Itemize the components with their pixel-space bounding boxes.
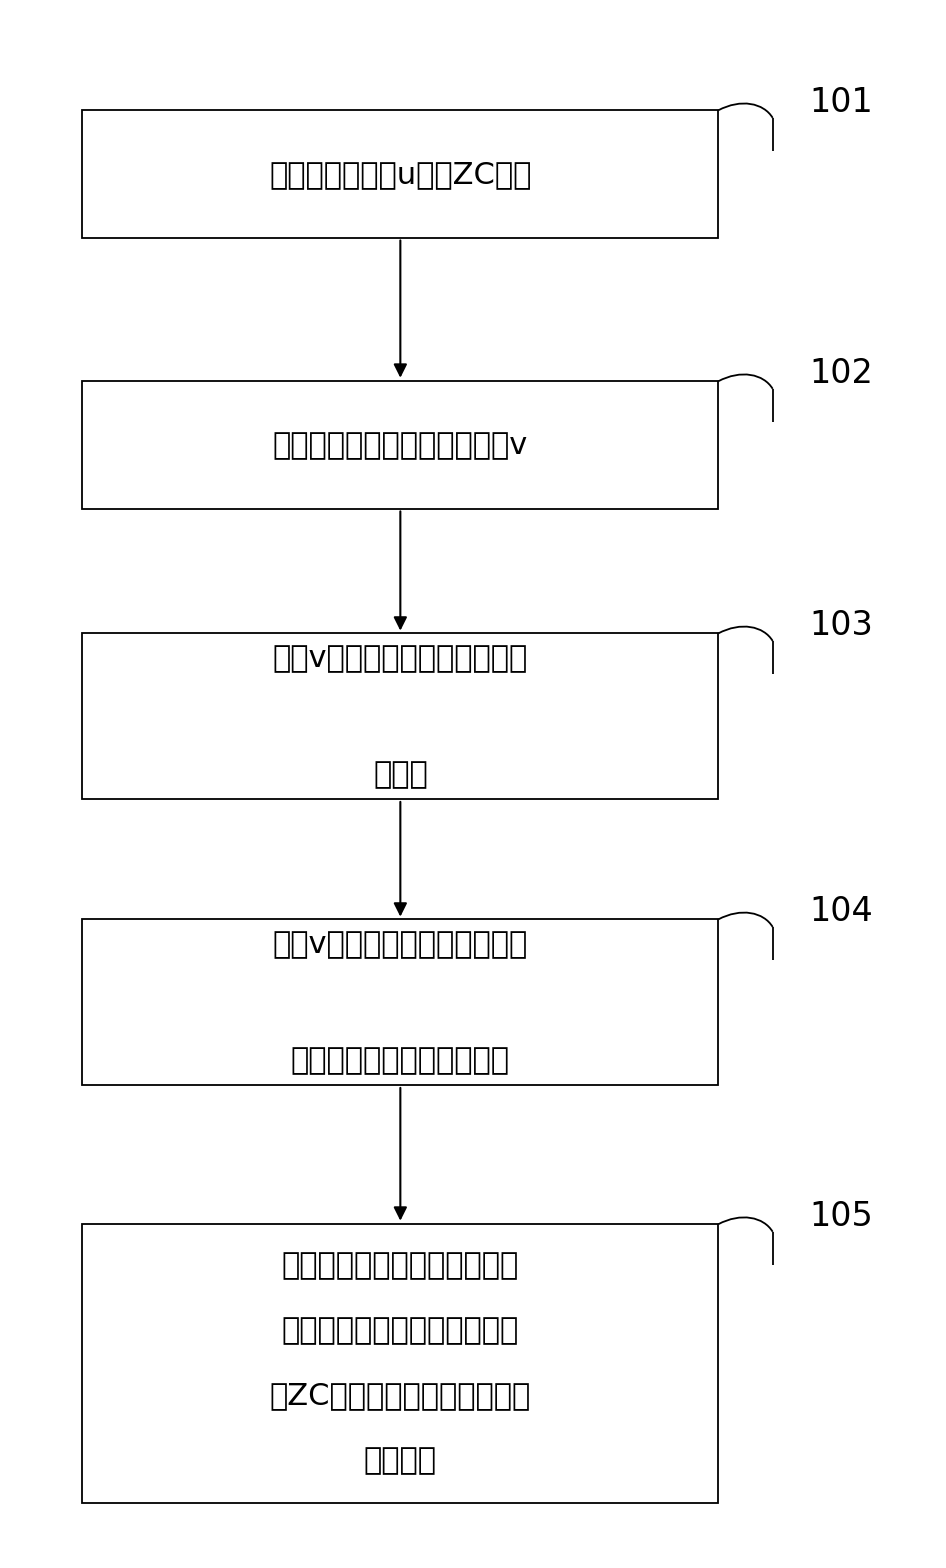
Text: 基站根据小区的位置选择参数v: 基站根据小区的位置选择参数v [272, 431, 528, 459]
Text: 随机接入: 随机接入 [364, 1447, 437, 1475]
Text: 105: 105 [809, 1200, 873, 1234]
Text: 设置自身的作为随机接入前导: 设置自身的作为随机接入前导 [282, 1317, 519, 1345]
Text: 的ZC序列的起始位置后，发起: 的ZC序列的起始位置后，发起 [270, 1381, 531, 1411]
Bar [82, 110, 718, 238]
Bar [82, 633, 718, 800]
Text: 终端根据所收到的循环移位量: 终端根据所收到的循环移位量 [282, 1251, 519, 1281]
Text: 104: 104 [809, 895, 873, 928]
Text: 移位量: 移位量 [373, 760, 428, 789]
Bar [82, 1225, 718, 1502]
Text: 基站使用根参数u生成ZC序列: 基站使用根参数u生成ZC序列 [270, 160, 532, 188]
Text: 103: 103 [809, 610, 873, 643]
Text: 小区v的基站计算本小区的循环: 小区v的基站计算本小区的循环 [272, 644, 528, 673]
Text: 位量下发给本小区中的终端: 位量下发给本小区中的终端 [290, 1046, 510, 1074]
Text: 小区v的基站将本小区的循环移: 小区v的基站将本小区的循环移 [272, 930, 528, 958]
Text: 101: 101 [809, 86, 873, 119]
Bar [82, 381, 718, 510]
Bar [82, 919, 718, 1085]
Text: 102: 102 [809, 358, 873, 390]
